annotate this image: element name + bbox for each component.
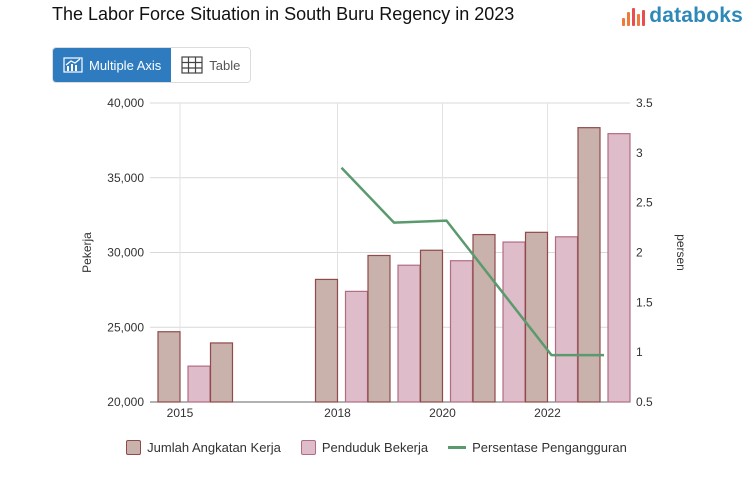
bar-angkatan <box>209 342 234 403</box>
x-tick-label: 2022 <box>534 406 561 420</box>
y2-tick-label: 2 <box>636 246 643 260</box>
y2-tick-label: 1.5 <box>636 295 653 309</box>
bar-angkatan <box>314 278 339 403</box>
y2-axis-title: persen <box>674 234 688 271</box>
bar-penduduk <box>449 260 474 403</box>
legend-label-angkatan: Jumlah Angkatan Kerja <box>147 440 281 455</box>
y2-tick-label: 3.5 <box>636 96 653 110</box>
chart-area: 20,000 25,000 30,000 35,000 40,000 0.5 1 1.5 2 2.… <box>80 96 688 420</box>
bar-penduduk <box>554 236 579 403</box>
chart-icon <box>63 57 83 73</box>
legend-item-penduduk[interactable]: Penduduk Bekerja <box>300 440 429 455</box>
legend-label-penduduk: Penduduk Bekerja <box>321 440 429 455</box>
y-tick-label: 20,000 <box>107 395 144 409</box>
logo-bars-icon <box>622 6 646 26</box>
bar-penduduk <box>502 241 526 403</box>
chart-title: The Labor Force Situation in South Buru … <box>52 4 515 24</box>
legend-swatch-pengangguran <box>448 446 467 449</box>
y2-tick-label: 0.5 <box>636 395 653 409</box>
y2-tick-label: 2.5 <box>636 196 653 210</box>
tab-table[interactable]: Table <box>171 48 251 82</box>
bar-angkatan <box>367 254 391 403</box>
view-tabs: Multiple Axis Table <box>52 47 252 83</box>
table-icon <box>181 56 203 74</box>
bar-angkatan <box>157 331 181 403</box>
bar-penduduk <box>187 365 211 403</box>
legend-item-angkatan[interactable]: Jumlah Angkatan Kerja <box>126 440 281 455</box>
y2-tick-label: 3 <box>636 146 643 160</box>
y-tick-label: 25,000 <box>107 320 144 334</box>
line-pengangguran <box>340 166 604 357</box>
y-tick-label: 35,000 <box>107 171 144 185</box>
y2-tick-label: 1 <box>636 345 643 359</box>
y-tick-label: 30,000 <box>107 246 144 260</box>
legend-swatch-penduduk <box>300 440 316 455</box>
tab-table-label: Table <box>209 57 241 73</box>
legend: Jumlah Angkatan Kerja Penduduk Bekerja P… <box>0 440 753 455</box>
bar-penduduk <box>607 133 631 403</box>
legend-label-pengangguran: Persentase Pengangguran <box>472 440 627 455</box>
bar-penduduk <box>344 290 369 403</box>
bar-angkatan <box>577 127 601 403</box>
x-tick-label: 2020 <box>429 406 456 420</box>
tab-multiple-axis-label: Multiple Axis <box>89 57 162 73</box>
legend-swatch-angkatan <box>126 440 142 455</box>
x-tick-label: 2015 <box>167 406 194 420</box>
bar-angkatan <box>419 249 444 403</box>
logo-text: databoks <box>649 4 743 27</box>
tab-multiple-axis[interactable]: Multiple Axis <box>53 48 172 82</box>
databoks-logo[interactable]: databoks <box>622 4 743 28</box>
bar-angkatan <box>524 231 549 403</box>
y-tick-label: 40,000 <box>107 96 144 110</box>
y-axis-title: Pekerja <box>80 232 94 273</box>
x-tick-label: 2018 <box>324 406 351 420</box>
legend-item-pengangguran[interactable]: Persentase Pengangguran <box>448 440 627 455</box>
bar-penduduk <box>397 264 421 403</box>
